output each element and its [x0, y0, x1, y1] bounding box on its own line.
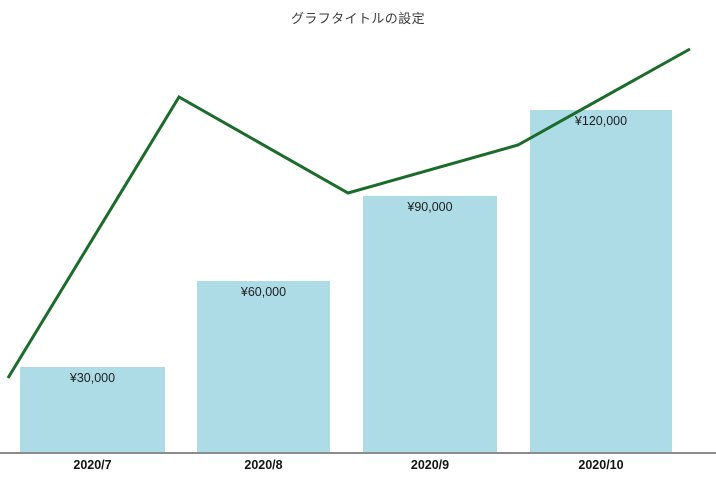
- chart-title: グラフタイトルの設定: [290, 11, 425, 26]
- x-tick-label-2020-8: 2020/8: [244, 458, 283, 472]
- bar-2020-10[interactable]: [530, 110, 672, 452]
- bar-2020-9[interactable]: [363, 196, 497, 452]
- x-tick-label-2020-9: 2020/9: [410, 458, 450, 472]
- bar-value-label-2020-8: ¥60,000: [240, 285, 287, 299]
- x-axis-line: [0, 452, 716, 454]
- bar-2020-8[interactable]: [197, 281, 330, 452]
- bar-2020-7[interactable]: [20, 367, 165, 452]
- bar-value-label-2020-9: ¥90,000: [407, 200, 453, 214]
- bar-value-label-2020-7: ¥30,000: [69, 371, 116, 385]
- x-tick-label-2020-7: 2020/7: [73, 458, 112, 472]
- x-tick-label-2020-10: 2020/10: [578, 458, 624, 472]
- bar-value-label-2020-10: ¥120,000: [574, 114, 628, 128]
